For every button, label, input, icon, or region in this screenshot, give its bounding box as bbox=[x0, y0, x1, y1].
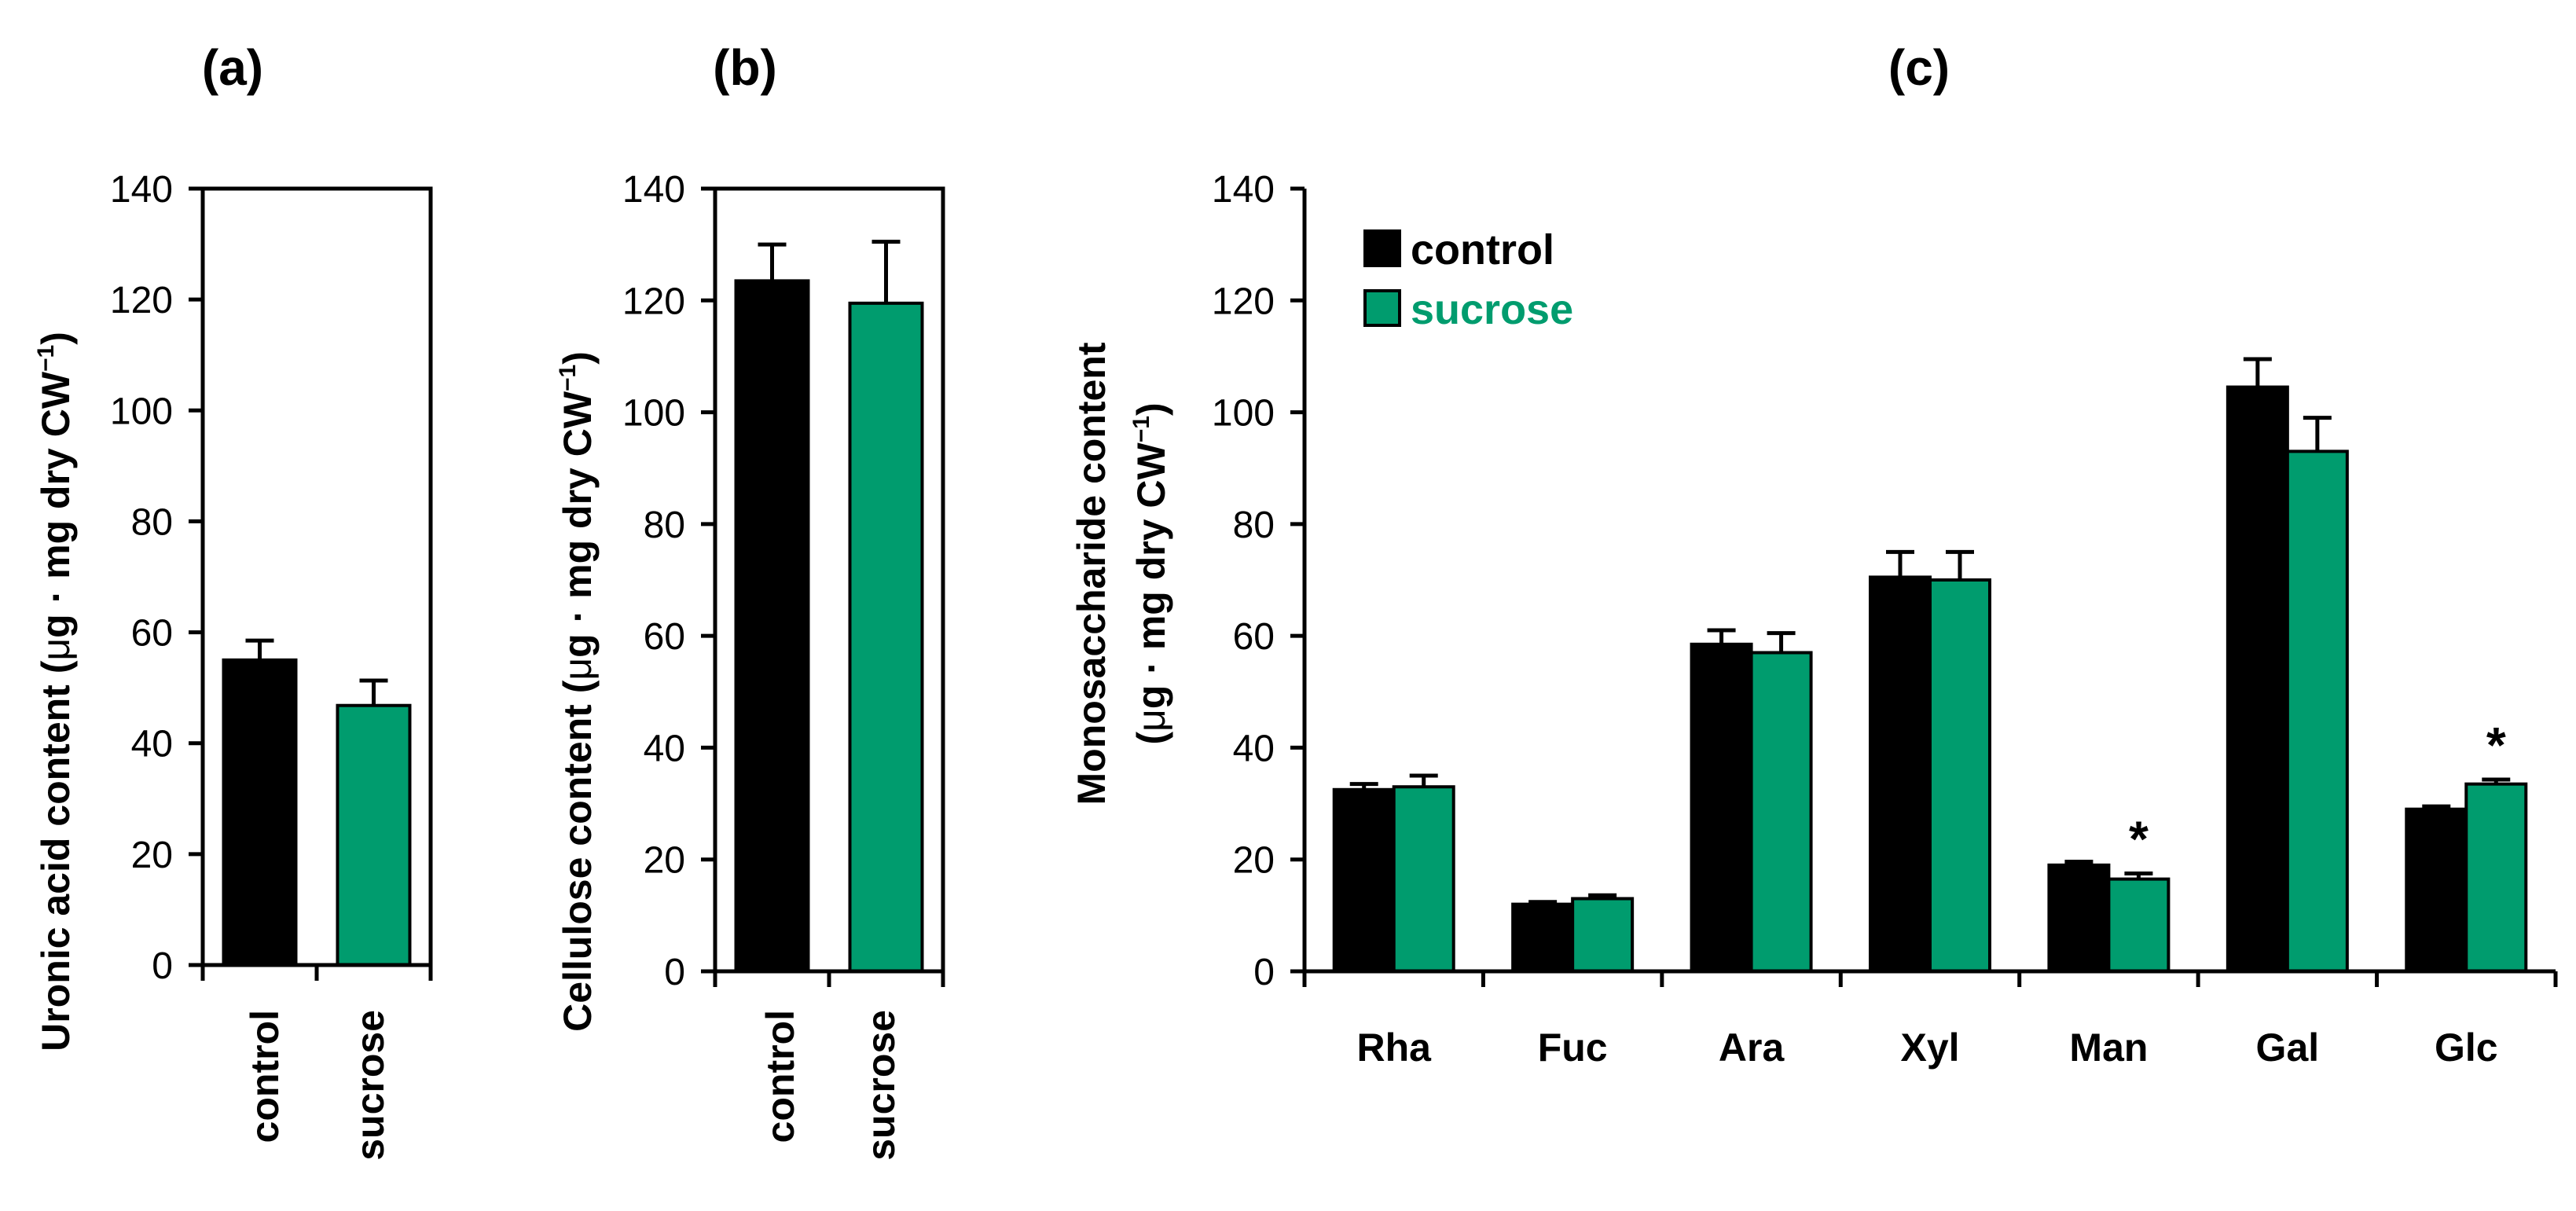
bar-control-fuc bbox=[1511, 902, 1575, 973]
y-tick-label: 80 bbox=[1233, 505, 1275, 546]
legend-label-control: control bbox=[1411, 226, 1554, 273]
panel-c: (c) Monosaccharide content (μg · mg dry … bbox=[1070, 39, 2558, 1070]
bar-control-rha bbox=[1332, 787, 1396, 973]
x-category-label: Ara bbox=[1719, 1026, 1785, 1070]
legend-swatch-sucrose bbox=[1363, 289, 1401, 327]
y-tick-label: 40 bbox=[1233, 728, 1275, 769]
y-tick-label: 100 bbox=[110, 391, 173, 432]
plot-frame bbox=[200, 186, 433, 967]
bar-control-xyl bbox=[1869, 575, 1932, 973]
bar-sucrose-sucrose bbox=[336, 703, 412, 967]
bar-sucrose-fuc bbox=[1571, 897, 1635, 973]
y-tick-label: 60 bbox=[644, 616, 685, 658]
bar-control-glc bbox=[2405, 807, 2468, 973]
panel-label-a: (a) bbox=[202, 39, 263, 96]
x-category-label: control bbox=[243, 1010, 287, 1143]
bar-sucrose-gal bbox=[2285, 450, 2349, 973]
y-tick-label: 120 bbox=[1212, 281, 1275, 322]
y-axis-label-c-line1: Monosaccharide content bbox=[1070, 342, 1114, 805]
legend: control sucrose bbox=[1363, 226, 1573, 333]
panel-b: (b) Cellulose content (μg · mg dry CW−1)… bbox=[555, 39, 945, 1161]
x-category-label: Man bbox=[2069, 1026, 2148, 1070]
plot-frame bbox=[713, 186, 945, 974]
bar-sucrose-xyl bbox=[1928, 578, 1991, 973]
panel-a: (a) Uronic acid content (μg · mg dry CW−… bbox=[33, 39, 433, 1161]
bar-sucrose-rha bbox=[1392, 785, 1455, 973]
x-category-label: Xyl bbox=[1900, 1026, 1959, 1070]
y-tick-label: 0 bbox=[1253, 952, 1275, 993]
legend-label-sucrose: sucrose bbox=[1411, 286, 1573, 333]
bar-control-control bbox=[734, 279, 810, 973]
y-tick-label: 140 bbox=[110, 169, 173, 211]
bar-sucrose-ara bbox=[1749, 651, 1813, 973]
x-category-label: sucrose bbox=[859, 1010, 903, 1161]
bar-control-ara bbox=[1690, 642, 1753, 973]
bar-sucrose-man bbox=[2107, 877, 2171, 973]
y-axis-label-c-line2: (μg · mg dry CW−1) bbox=[1128, 402, 1173, 744]
y-tick-label: 40 bbox=[644, 728, 685, 769]
x-category-label: Gal bbox=[2256, 1026, 2320, 1070]
x-category-label: Glc bbox=[2435, 1026, 2498, 1070]
y-tick-label: 80 bbox=[131, 501, 173, 543]
y-tick-label: 60 bbox=[131, 613, 173, 655]
y-tick-label: 40 bbox=[131, 724, 173, 765]
y-tick-label: 20 bbox=[1233, 840, 1275, 882]
significance-marker: * bbox=[2486, 717, 2506, 773]
bar-sucrose-glc bbox=[2464, 782, 2528, 974]
y-tick-label: 20 bbox=[644, 840, 685, 882]
x-category-label: Fuc bbox=[1538, 1026, 1608, 1070]
bar-control-gal bbox=[2226, 385, 2289, 973]
y-tick-label: 120 bbox=[110, 280, 173, 321]
y-axis-label-a: Uronic acid content (μg · mg dry CW−1) bbox=[33, 332, 78, 1051]
y-tick-label: 120 bbox=[622, 281, 685, 322]
y-tick-label: 0 bbox=[664, 952, 685, 993]
y-tick-label: 0 bbox=[152, 945, 173, 987]
x-category-label: sucrose bbox=[348, 1010, 392, 1161]
bar-sucrose-sucrose bbox=[848, 301, 924, 974]
bar-control-control bbox=[222, 658, 298, 967]
panel-label-c: (c) bbox=[1888, 39, 1950, 96]
x-category-label: control bbox=[758, 1010, 802, 1143]
y-tick-label: 140 bbox=[1212, 169, 1275, 211]
y-tick-label: 80 bbox=[644, 505, 685, 546]
y-tick-label: 100 bbox=[622, 393, 685, 435]
legend-swatch-control bbox=[1363, 229, 1401, 267]
plot-area-a: 0 20 40 60 80 100 120 140 control sucrose bbox=[110, 169, 433, 1161]
plot-area-b: 0 20 40 60 80 100 120 140 control sucrose bbox=[622, 169, 945, 1161]
y-tick-label: 100 bbox=[1212, 393, 1275, 435]
y-tick-label: 20 bbox=[131, 835, 173, 876]
y-axis-label-b: Cellulose content (μg · mg dry CW−1) bbox=[555, 351, 600, 1032]
bar-control-man bbox=[2047, 863, 2111, 974]
significance-marker: * bbox=[2129, 811, 2149, 868]
panel-label-b: (b) bbox=[713, 39, 777, 96]
plot-area-c: 0 20 40 60 80 100 120 140 Rha Fuc Ara Xyl * Man Gal * Gl… bbox=[1212, 169, 2558, 1070]
y-tick-label: 140 bbox=[622, 169, 685, 211]
y-tick-label: 60 bbox=[1233, 616, 1275, 658]
x-category-label: Rha bbox=[1356, 1026, 1432, 1070]
